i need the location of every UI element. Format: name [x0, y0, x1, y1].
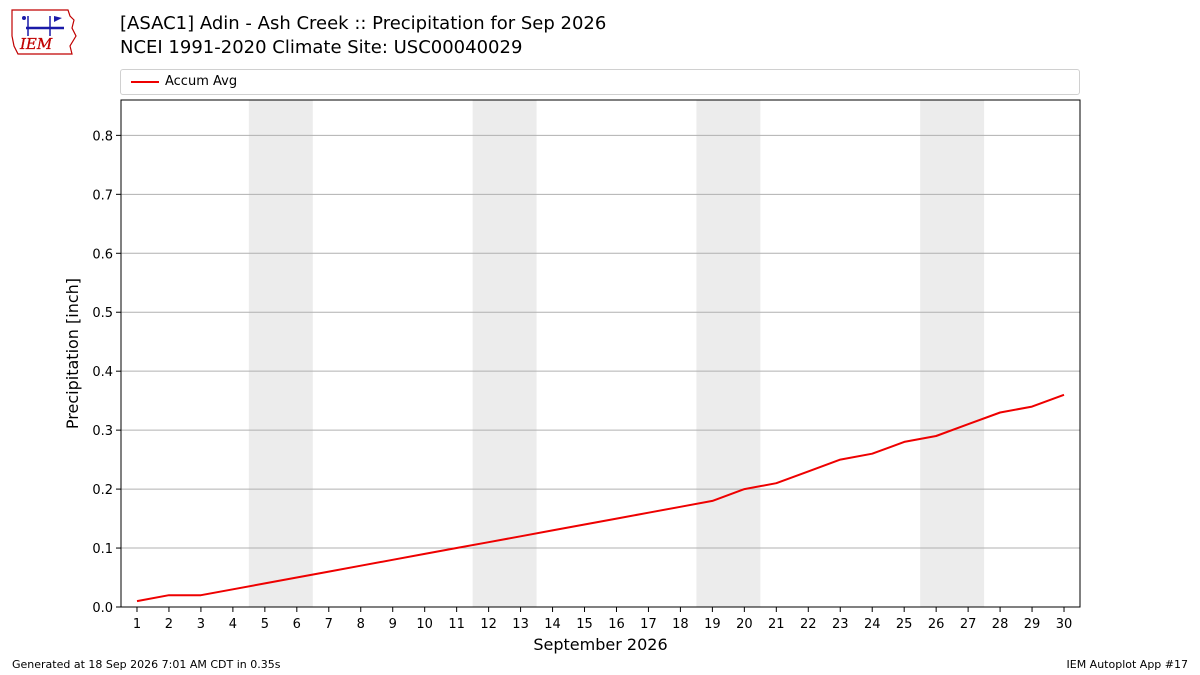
- app-credit: IEM Autoplot App #17: [1066, 658, 1189, 671]
- x-tick-label: 12: [480, 617, 497, 632]
- legend-label-accum-avg: Accum Avg: [165, 74, 238, 89]
- y-tick-label: 0.1: [92, 542, 113, 557]
- x-tick-label: 14: [544, 617, 561, 632]
- x-axis-ticks: 1 2 3 4 5 6 7 8 9 10 11 12 13 14 15 16 17 18 19 20 21 22 23 24 2…: [133, 607, 1072, 632]
- legend-swatch-accum-avg: [131, 81, 159, 83]
- y-tick-label: 0.6: [92, 247, 113, 262]
- x-tick-label: 18: [672, 617, 689, 632]
- x-tick-label: 10: [416, 617, 433, 632]
- weekend-shade-band: [920, 100, 985, 607]
- chart-title: [ASAC1] Adin - Ash Creek :: Precipitatio…: [120, 13, 607, 34]
- x-axis-label: September 2026: [533, 635, 667, 654]
- x-tick-label: 24: [864, 617, 881, 632]
- x-tick-label: 23: [832, 617, 849, 632]
- x-tick-label: 4: [229, 617, 237, 632]
- plot-frame: [120, 99, 1081, 608]
- logo-text: IEM: [19, 35, 53, 53]
- legend: Accum Avg: [120, 69, 1080, 95]
- x-tick-label: 8: [357, 617, 365, 632]
- y-axis-ticks: 0.0 0.1 0.2 0.3 0.4 0.5 0.6 0.7 0.8: [92, 129, 121, 616]
- x-tick-label: 17: [640, 617, 657, 632]
- x-tick-label: 3: [197, 617, 205, 632]
- x-tick-label: 11: [448, 617, 465, 632]
- generated-timestamp: Generated at 18 Sep 2026 7:01 AM CDT in …: [12, 658, 281, 671]
- weekend-shade-band: [472, 100, 537, 607]
- series-lines: [136, 393, 1065, 603]
- x-tick-label: 9: [389, 617, 397, 632]
- series-line-accum-avg: [136, 393, 1065, 603]
- x-tick-label: 25: [896, 617, 913, 632]
- x-tick-label: 19: [704, 617, 721, 632]
- chart-subtitle: NCEI 1991-2020 Climate Site: USC00040029: [120, 37, 523, 58]
- x-tick-label: 30: [1056, 617, 1073, 632]
- x-tick-label: 15: [576, 617, 593, 632]
- y-tick-label: 0.7: [92, 188, 113, 203]
- x-tick-label: 6: [293, 617, 301, 632]
- x-tick-label: 13: [512, 617, 529, 632]
- y-tick-label: 0.0: [92, 601, 113, 616]
- x-tick-label: 28: [992, 617, 1009, 632]
- x-tick-label: 26: [928, 617, 945, 632]
- x-tick-label: 20: [736, 617, 753, 632]
- x-tick-label: 21: [768, 617, 785, 632]
- y-axis-label: Precipitation [inch]: [63, 278, 82, 429]
- y-tick-label: 0.3: [92, 424, 113, 439]
- x-tick-label: 7: [325, 617, 333, 632]
- x-tick-label: 29: [1024, 617, 1041, 632]
- y-tick-label: 0.4: [92, 365, 113, 380]
- x-tick-label: 22: [800, 617, 817, 632]
- y-tick-label: 0.8: [92, 129, 113, 144]
- weekend-shade-band: [248, 100, 313, 607]
- x-tick-label: 2: [165, 617, 173, 632]
- y-tick-label: 0.5: [92, 306, 113, 321]
- x-tick-label: 16: [608, 617, 625, 632]
- x-tick-label: 5: [261, 617, 269, 632]
- x-tick-label: 1: [133, 617, 141, 632]
- iem-logo: IEM: [11, 9, 77, 55]
- x-tick-label: 27: [960, 617, 977, 632]
- weekend-shading: [248, 100, 985, 607]
- weekend-shade-band: [696, 100, 761, 607]
- y-tick-label: 0.2: [92, 483, 113, 498]
